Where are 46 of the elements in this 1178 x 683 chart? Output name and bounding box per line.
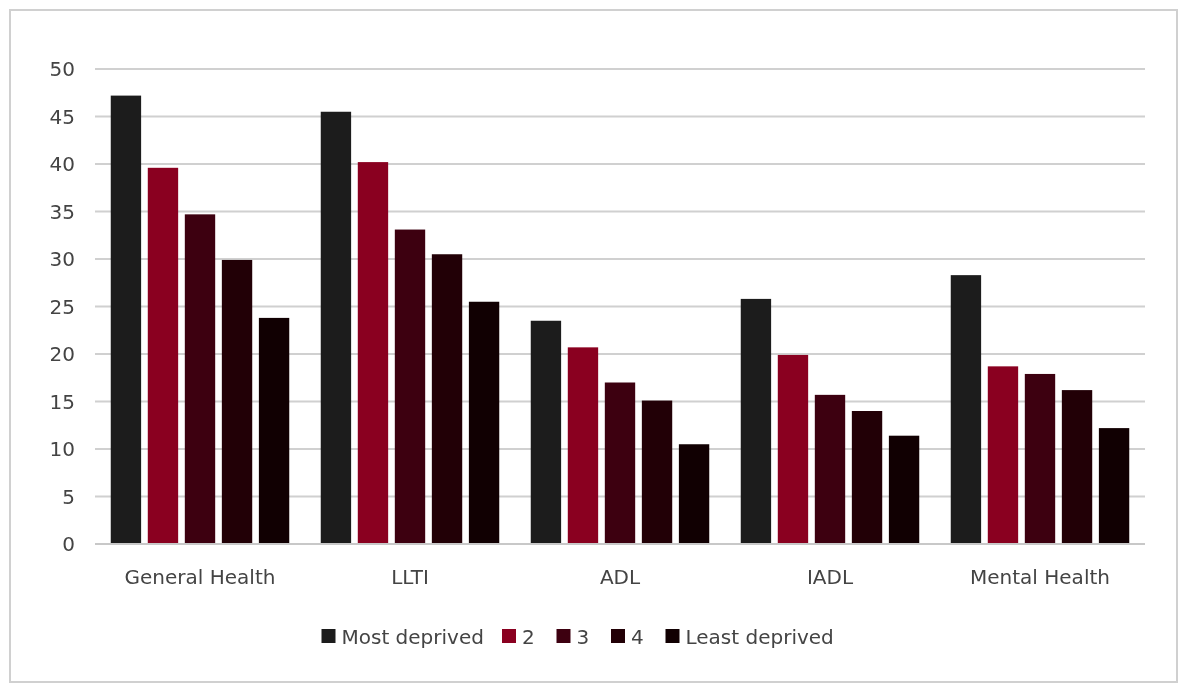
bar: [604, 382, 636, 544]
legend-label: 3: [576, 625, 590, 649]
bar: [987, 366, 1019, 544]
y-tick-label: 45: [49, 104, 75, 129]
bar: [1098, 428, 1130, 544]
bar: [221, 259, 253, 544]
bar: [888, 435, 920, 544]
y-tick-label: 30: [49, 247, 75, 271]
x-tick-label: LLTI: [391, 565, 429, 589]
y-tick-label: 0: [62, 532, 75, 556]
y-tick-label: 35: [49, 199, 75, 224]
legend-label: Most deprived: [341, 625, 484, 649]
bar: [567, 347, 599, 544]
bar: [431, 254, 463, 544]
bar: [641, 400, 673, 544]
bar: [851, 411, 883, 544]
legend-label: 2: [522, 625, 535, 649]
bar: [678, 444, 710, 544]
legend-label: Least deprived: [685, 625, 834, 649]
bar: [950, 275, 982, 544]
legend-label: 4: [631, 625, 644, 649]
bar: [147, 167, 179, 544]
bar: [357, 162, 389, 544]
y-tick-label: 40: [49, 152, 75, 176]
y-tick-label: 15: [49, 389, 75, 414]
bar: [814, 394, 846, 544]
x-tick-label: General Health: [124, 565, 276, 589]
x-tick-label: IADL: [806, 565, 854, 589]
x-tick-label: Mental Health: [970, 565, 1110, 589]
bar: [530, 320, 562, 544]
bar: [740, 298, 772, 544]
bar: [184, 214, 216, 544]
bar: [320, 111, 352, 544]
y-tick-label: 50: [49, 57, 75, 81]
y-tick-label: 25: [49, 294, 75, 319]
bar: [1061, 390, 1093, 544]
bar: [394, 229, 426, 544]
bar: [1024, 373, 1056, 544]
x-tick-label: ADL: [599, 565, 641, 589]
bar: [468, 301, 500, 544]
bar: [777, 354, 809, 544]
bar: [258, 317, 290, 544]
y-tick-label: 20: [49, 342, 75, 366]
y-tick-label: 10: [49, 437, 75, 461]
bar: [110, 95, 142, 544]
y-tick-label: 5: [62, 484, 75, 509]
